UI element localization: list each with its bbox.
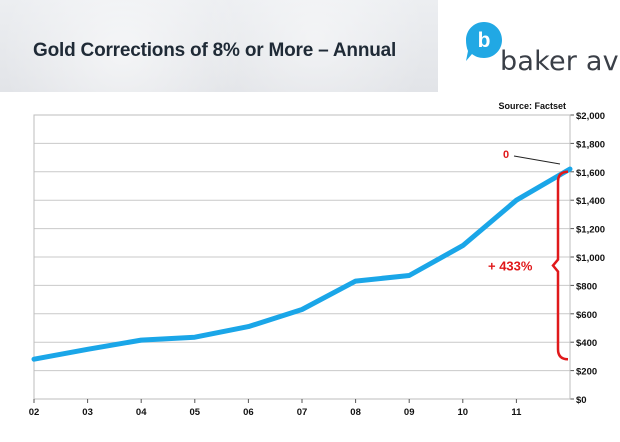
logo-letter: b <box>478 29 491 52</box>
chart-gridlines <box>34 114 574 400</box>
speech-bubble-icon: b <box>466 22 502 61</box>
baker-ave-logo: b baker ave <box>464 12 620 88</box>
page-title: Gold Corrections of 8% or More – Annual <box>33 40 397 61</box>
x-tick-label: 11 <box>511 407 522 418</box>
logo-wordmark: baker ave <box>500 46 620 77</box>
y-tick-label: $400 <box>576 338 597 349</box>
gold-price-line <box>31 166 573 362</box>
x-tick-label: 07 <box>297 407 308 418</box>
x-tick-label: 05 <box>190 407 201 418</box>
y-tick-label: $600 <box>576 310 597 321</box>
x-tick-label: 09 <box>404 407 415 418</box>
y-tick-label: $2,000 <box>576 111 605 122</box>
header-texture <box>0 0 438 92</box>
y-tick-label: $1,400 <box>576 196 605 207</box>
x-tick-label: 08 <box>350 407 361 418</box>
source-label: Source: Factset <box>498 101 566 111</box>
annotation-gain-label: + 433% <box>488 259 533 274</box>
speech-bubble-shape <box>466 22 502 61</box>
x-tick-label: 03 <box>82 407 93 418</box>
x-tick-label: 04 <box>136 407 147 418</box>
x-axis-tick-labels: 02 03 04 05 06 07 08 09 10 11 <box>29 407 522 418</box>
annotation-corrections-count: 0 <box>503 149 509 161</box>
y-tick-label: $200 <box>576 367 597 378</box>
y-tick-label: $1,200 <box>576 225 605 236</box>
x-axis-ticks <box>33 399 517 403</box>
x-tick-label: 10 <box>458 407 469 418</box>
y-tick-label: $0 <box>576 395 587 406</box>
y-tick-label: $1,800 <box>576 139 605 150</box>
x-tick-label: 06 <box>243 407 254 418</box>
annotation-bracket <box>551 170 569 361</box>
y-tick-label: $1,000 <box>576 253 605 264</box>
y-axis-tick-labels: $0 $200 $400 $600 $800 $1,000 $1,200 $1,400 $1,6… <box>576 111 605 406</box>
y-tick-label: $1,600 <box>576 168 605 179</box>
y-tick-label: $800 <box>576 281 597 292</box>
x-tick-label: 02 <box>29 407 40 418</box>
header-band: Gold Corrections of 8% or More – Annual <box>0 0 438 92</box>
annotation-pointer-line <box>513 155 561 165</box>
